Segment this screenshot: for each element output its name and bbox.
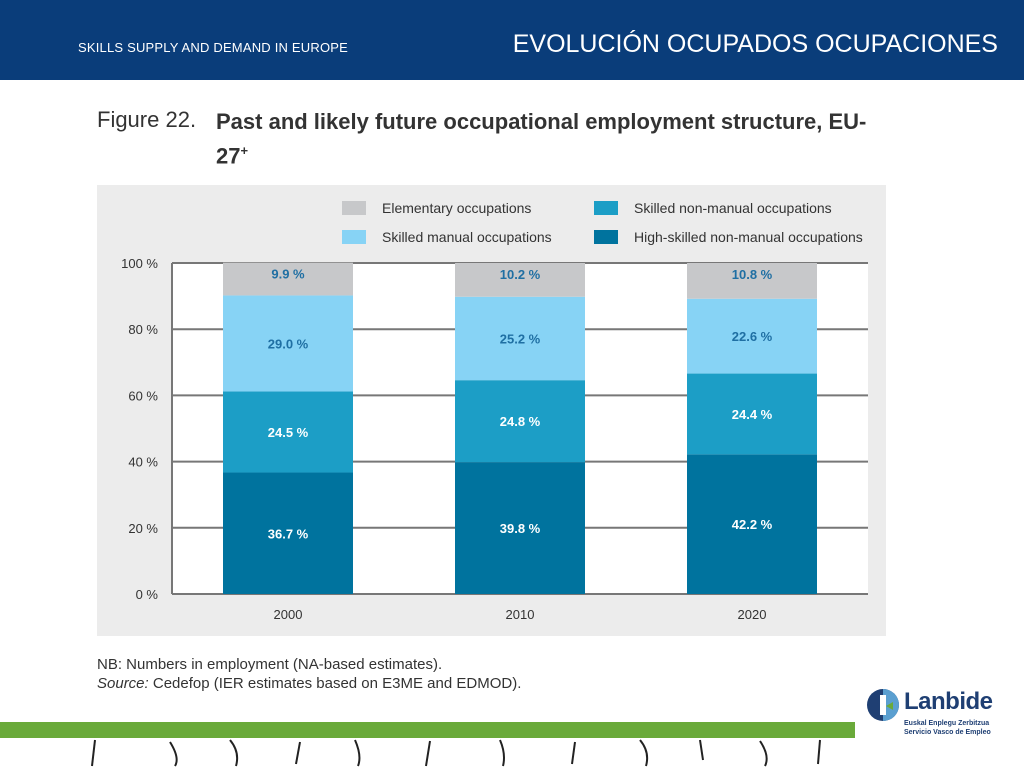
data-label: 10.8 %	[732, 267, 773, 282]
header-subtitle: SKILLS SUPPLY AND DEMAND IN EUROPE	[78, 40, 349, 55]
bar-segment	[687, 298, 817, 374]
legend-label: Elementary occupations	[382, 200, 531, 216]
chart-notes: NB: Numbers in employment (NA-based esti…	[97, 655, 521, 693]
data-label: 25.2 %	[500, 331, 541, 346]
legend-swatch	[594, 201, 618, 215]
bar-segment	[455, 380, 585, 463]
figure-number: Figure 22.	[97, 107, 197, 132]
y-tick-label: 20 %	[128, 521, 158, 536]
data-label: 42.2 %	[732, 517, 773, 532]
x-tick-label: 2000	[274, 607, 303, 622]
footer-sketch-decoration	[91, 739, 821, 767]
lanbide-logo-wordmark: Lanbide	[904, 688, 993, 715]
y-tick-label: 100 %	[121, 256, 158, 271]
bar-segment	[687, 454, 817, 594]
bar-segment	[223, 391, 353, 473]
chart-panel: 0 % 20 % 40 % 60 % 80 % 100 % 36.7 % 24.5 % 29.0…	[97, 185, 886, 636]
data-label: 10.2 %	[500, 267, 541, 282]
source-note: Source: Cedefop (IER estimates based on …	[97, 674, 521, 693]
y-tick-label: 60 %	[128, 388, 158, 403]
source-text: Cedefop (IER estimates based on E3ME and…	[148, 675, 522, 692]
header-bar: SKILLS SUPPLY AND DEMAND IN EUROPE EVOLU…	[0, 0, 1024, 80]
data-label: 9.9 %	[271, 267, 305, 282]
lanbide-logo: Lanbide Euskal Enplegu Zerbitzua Servici…	[866, 686, 996, 746]
data-label: 29.0 %	[268, 336, 309, 351]
bar-segment	[687, 373, 817, 455]
data-label: 24.8 %	[500, 414, 541, 429]
legend-label: Skilled non-manual occupations	[634, 200, 832, 216]
bar-segment	[455, 296, 585, 381]
bar-segment	[223, 472, 353, 594]
bar-segment	[455, 462, 585, 594]
lanbide-logo-subtitle: Euskal Enplegu Zerbitzua Servicio Vasco …	[904, 719, 991, 737]
data-label: 24.5 %	[268, 425, 309, 440]
x-tick-label: 2010	[506, 607, 535, 622]
source-label: Source:	[97, 675, 149, 692]
bar-segment	[455, 263, 585, 297]
footer-green-band	[0, 722, 855, 738]
bar-segment	[223, 295, 353, 392]
x-tick-label: 2020	[738, 607, 767, 622]
legend-swatch	[594, 230, 618, 244]
y-tick-label: 40 %	[128, 455, 158, 470]
figure-title: Past and likely future occupational empl…	[216, 107, 876, 170]
bar-segment	[223, 262, 353, 296]
data-label: 36.7 %	[268, 526, 309, 541]
data-label: 24.4 %	[732, 407, 773, 422]
logo-sub-spanish: Servicio Vasco de Empleo	[904, 729, 991, 736]
nb-note: NB: Numbers in employment (NA-based esti…	[97, 656, 443, 673]
logo-sub-basque: Euskal Enplegu Zerbitzua	[904, 720, 990, 727]
y-tick-label: 0 %	[136, 587, 159, 602]
data-label: 22.6 %	[732, 329, 773, 344]
figure-title-sup: +	[240, 143, 249, 158]
bar-segment	[687, 263, 817, 299]
y-tick-label: 80 %	[128, 322, 158, 337]
legend-label: Skilled manual occupations	[382, 229, 552, 245]
lanbide-logo-icon	[867, 689, 899, 721]
legend-swatch	[342, 201, 366, 215]
data-label: 39.8 %	[500, 521, 541, 536]
legend-label: High-skilled non-manual occupations	[634, 229, 863, 245]
stacked-bar-chart: 0 % 20 % 40 % 60 % 80 % 100 % 36.7 % 24.5 % 29.0…	[121, 200, 868, 622]
slide-title: EVOLUCIÓN OCUPADOS OCUPACIONES	[512, 30, 998, 58]
legend-swatch	[342, 230, 366, 244]
figure-title-text: Past and likely future occupational empl…	[216, 109, 867, 169]
